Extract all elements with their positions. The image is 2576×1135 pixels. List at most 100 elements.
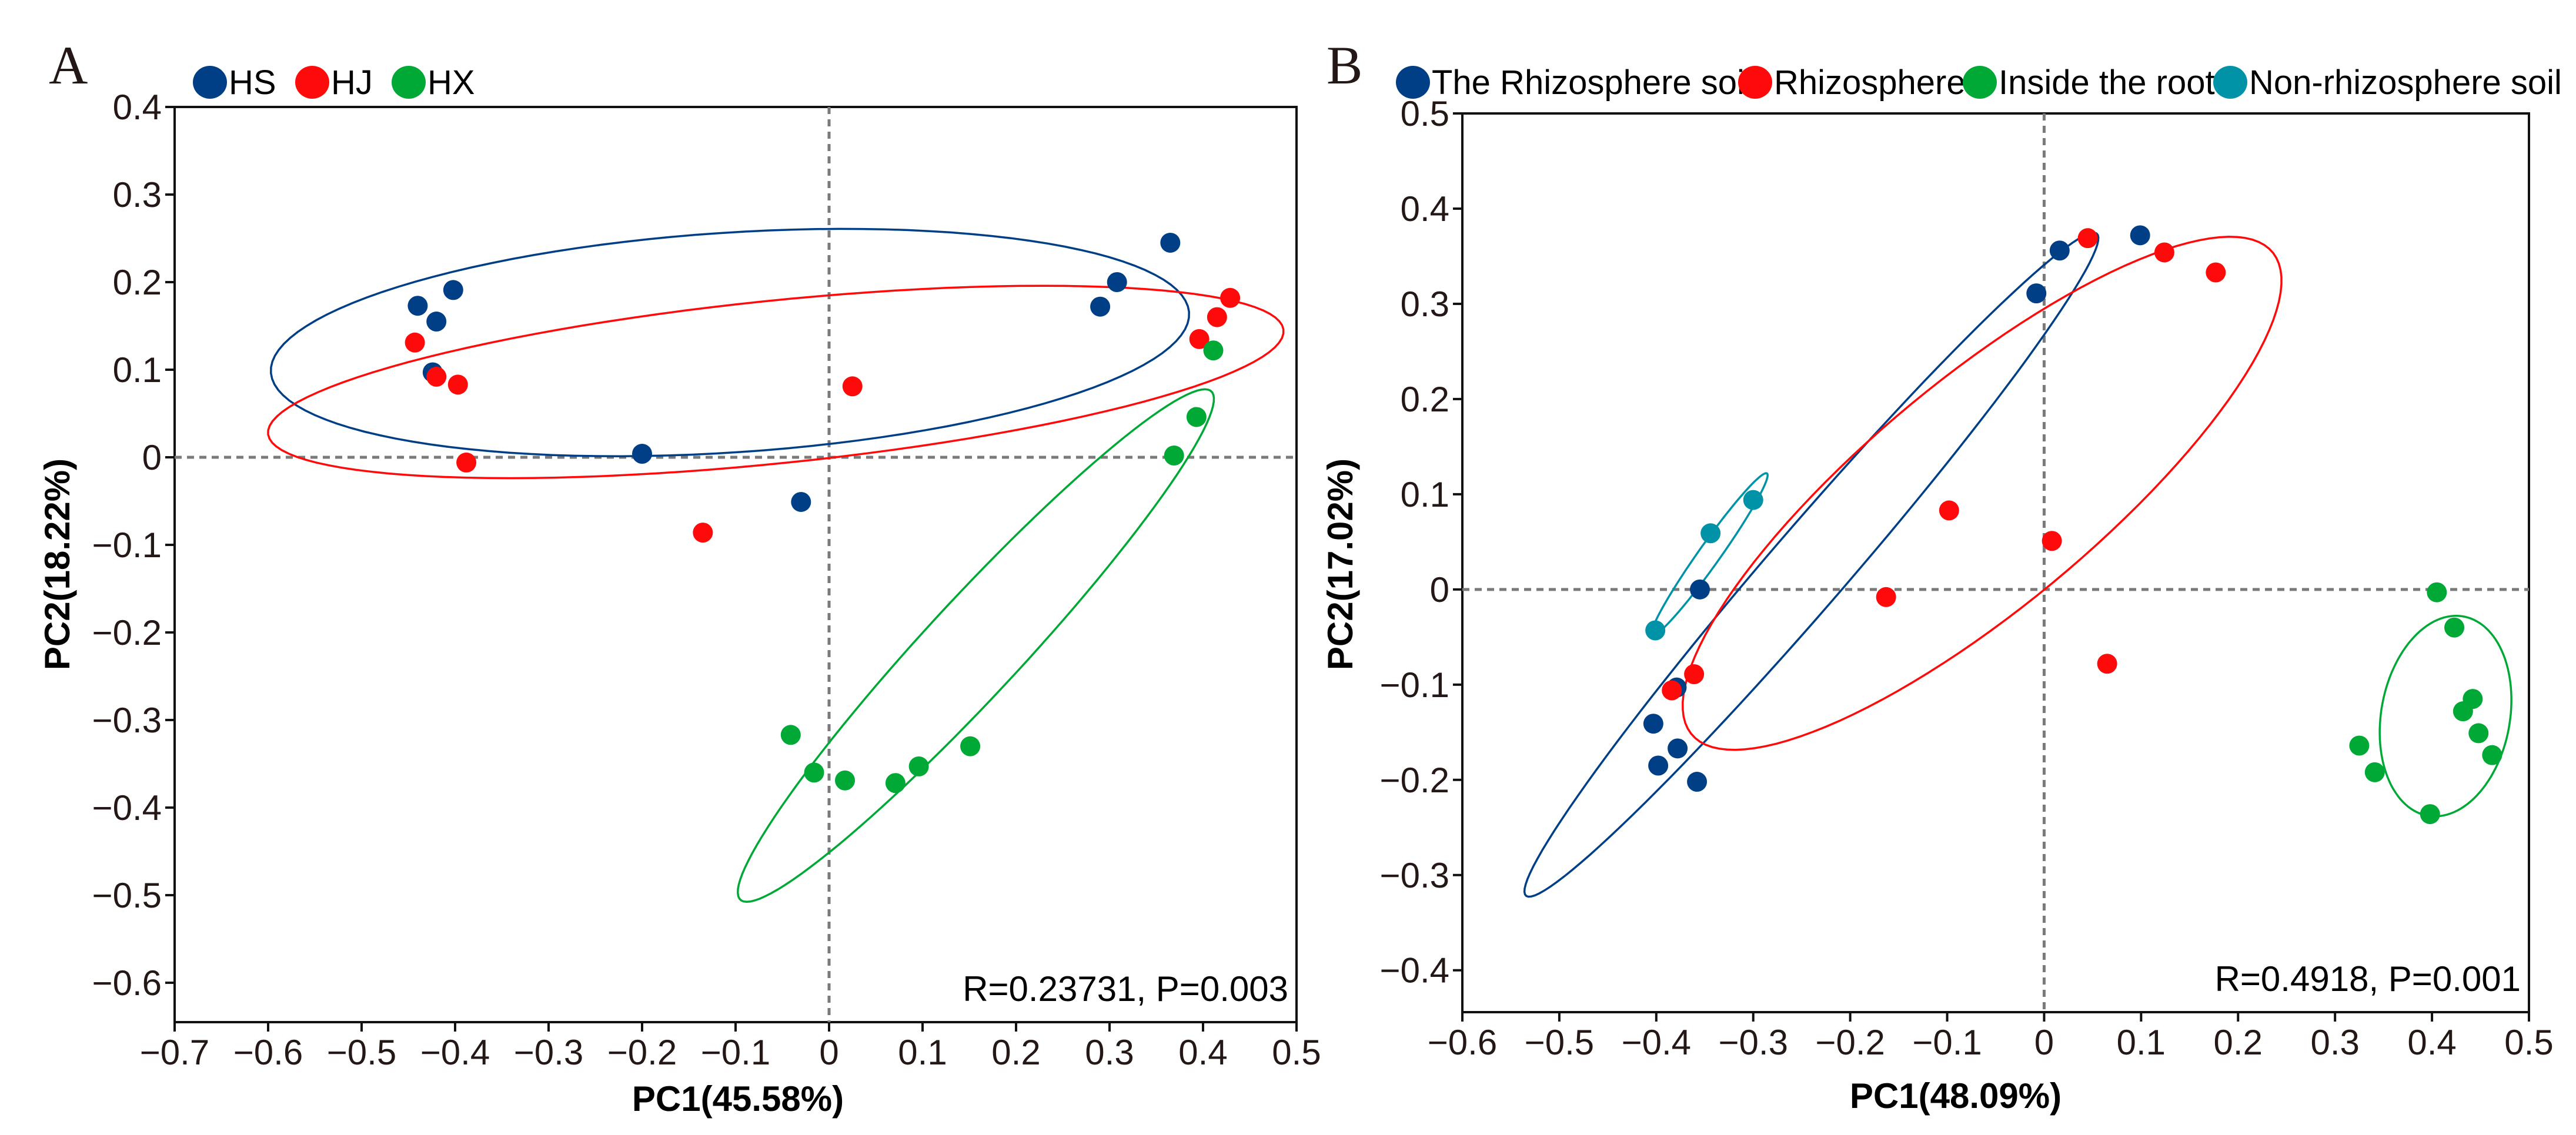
confidence-ellipse-3 — [737, 388, 1215, 903]
data-point-series-1 — [2130, 225, 2150, 246]
y-tick-label: −0.1 — [1380, 665, 1449, 705]
y-tick-label: −0.6 — [92, 963, 162, 1003]
data-point-series-2 — [693, 523, 713, 543]
confidence-ellipse-2 — [1682, 236, 2283, 751]
data-point-series-3 — [1186, 407, 1207, 427]
legend-marker-icon — [1963, 66, 1997, 99]
legend-marker-icon — [392, 66, 426, 99]
data-point-series-3 — [885, 773, 906, 794]
y-tick-label: 0.3 — [113, 175, 162, 215]
data-point-series-3 — [780, 725, 801, 745]
y-tick-label: 0 — [1430, 570, 1449, 610]
data-point-series-3 — [2427, 582, 2447, 602]
data-point-series-3 — [2482, 745, 2503, 765]
data-point-series-3 — [2420, 804, 2440, 825]
y-tick-label: −0.4 — [1380, 951, 1449, 990]
data-point-series-3 — [835, 770, 856, 791]
y-tick-label: 0.2 — [113, 263, 162, 302]
legend-marker-icon — [193, 66, 227, 99]
data-point-series-1 — [1687, 772, 1708, 792]
legend-label: Inside the root — [1999, 63, 2215, 102]
panel-label: B — [1327, 35, 1362, 95]
y-tick-label: 0.2 — [1401, 380, 1449, 419]
data-point-series-3 — [2444, 617, 2465, 638]
x-tick-label: 0.1 — [2117, 1023, 2166, 1062]
y-tick-label: 0.4 — [113, 88, 162, 127]
legend-marker-icon — [295, 66, 329, 99]
data-point-series-1 — [1648, 755, 1669, 776]
plot-frame — [1461, 112, 2530, 1013]
data-point-series-4 — [1700, 523, 1721, 544]
y-tick-label: −0.3 — [1380, 856, 1449, 895]
x-tick-label: −0.3 — [514, 1033, 583, 1072]
x-tick-label: 0 — [2034, 1023, 2054, 1062]
data-point-series-2 — [2154, 242, 2174, 263]
confidence-ellipse-1 — [270, 227, 1190, 457]
data-point-series-2 — [842, 376, 863, 397]
y-axis-title: PC2(18.22%) — [38, 458, 77, 670]
legend-label: HX — [427, 63, 475, 102]
statistics-annotation: R=0.23731, P=0.003 — [963, 969, 1288, 1009]
data-point-series-3 — [804, 762, 824, 783]
statistics-annotation: R=0.4918, P=0.001 — [2215, 959, 2521, 999]
x-tick-label: −0.1 — [1912, 1023, 1982, 1062]
x-tick-label: 0.5 — [1272, 1033, 1321, 1072]
data-point-series-2 — [1220, 287, 1241, 308]
x-tick-label: 0.4 — [2407, 1023, 2456, 1062]
x-tick-label: −0.3 — [1719, 1023, 1788, 1062]
data-point-series-2 — [456, 452, 477, 473]
data-point-series-3 — [908, 756, 929, 776]
panel-b: −0.6 −0.5 −0.4 −0.3 −0.2 −0.1 0 0.1 0.2 0.3 0.4 0.5… — [1321, 35, 2562, 1116]
data-point-series-2 — [1662, 680, 1682, 701]
data-point-series-2 — [447, 374, 468, 395]
x-tick-label: −0.6 — [233, 1033, 303, 1072]
data-point-series-1 — [791, 491, 811, 512]
data-point-series-1 — [1090, 296, 1111, 317]
data-point-series-1 — [443, 280, 463, 300]
y-tick-label: 0 — [142, 438, 162, 477]
data-point-series-2 — [426, 366, 447, 387]
x-tick-label: 0.2 — [991, 1033, 1040, 1072]
data-point-series-2 — [1939, 500, 1959, 521]
x-tick-label: 0.3 — [1085, 1033, 1134, 1072]
data-point-series-3 — [960, 736, 981, 756]
y-tick-label: −0.3 — [92, 701, 162, 740]
data-point-series-2 — [2097, 654, 2117, 674]
y-tick-label: 0.1 — [1401, 475, 1449, 514]
data-point-series-3 — [2453, 701, 2473, 722]
legend-marker-icon — [2213, 66, 2247, 99]
x-tick-label: −0.7 — [140, 1033, 209, 1072]
data-point-series-1 — [2049, 240, 2070, 261]
data-point-series-1 — [1643, 714, 1663, 734]
panel-label: A — [49, 35, 88, 95]
data-point-series-1 — [407, 296, 428, 316]
data-point-series-2 — [1189, 329, 1210, 349]
x-tick-label: 0.2 — [2214, 1023, 2263, 1062]
confidence-ellipse-1 — [1523, 232, 2100, 898]
data-point-series-2 — [2206, 262, 2226, 283]
data-point-series-1 — [632, 444, 652, 464]
x-tick-label: −0.5 — [1525, 1023, 1594, 1062]
data-point-series-2 — [2042, 531, 2062, 551]
confidence-ellipse-2 — [267, 284, 1285, 480]
x-tick-label: −0.2 — [1815, 1023, 1885, 1062]
data-point-series-2 — [1684, 664, 1705, 685]
y-tick-label: 0.3 — [1401, 284, 1449, 324]
x-tick-label: 0.1 — [898, 1033, 947, 1072]
data-point-series-1 — [1160, 232, 1181, 253]
data-point-series-2 — [1207, 307, 1227, 327]
data-point-series-4 — [1645, 620, 1666, 641]
x-tick-label: −0.1 — [701, 1033, 770, 1072]
legend-label: The Rhizosphere soil — [1432, 63, 1752, 102]
data-point-series-3 — [2468, 723, 2489, 744]
data-point-series-2 — [2077, 228, 2098, 249]
legend-marker-icon — [1738, 66, 1772, 99]
y-tick-label: −0.1 — [92, 525, 162, 565]
x-tick-label: −0.4 — [1622, 1023, 1691, 1062]
data-point-series-3 — [2364, 762, 2385, 782]
data-point-series-1 — [1690, 579, 1710, 600]
data-point-series-4 — [1743, 490, 1763, 510]
data-point-series-3 — [1164, 446, 1184, 466]
x-tick-label: −0.2 — [607, 1033, 677, 1072]
